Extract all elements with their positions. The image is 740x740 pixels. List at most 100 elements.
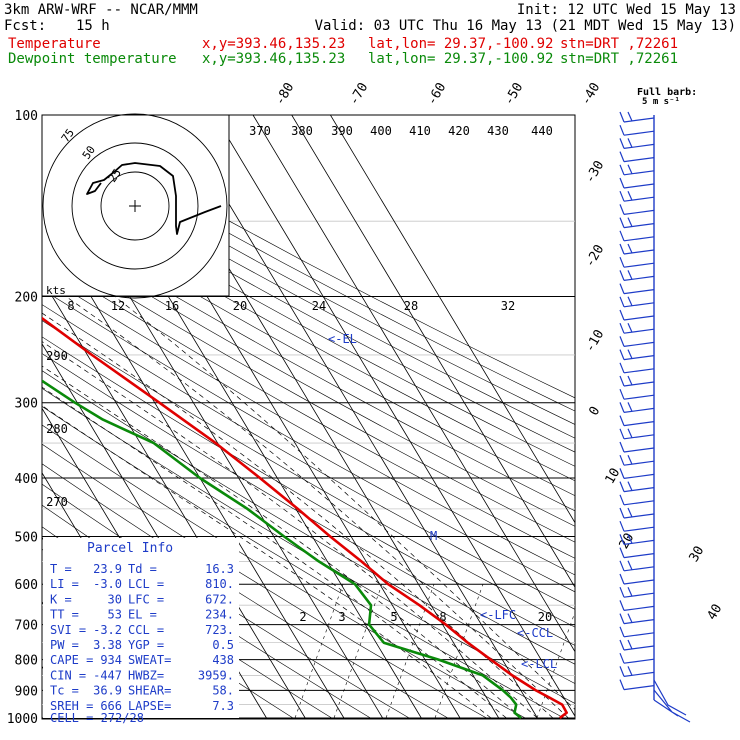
speed-label: 12 [111,299,125,313]
theta-label: 400 [370,124,392,138]
theta-label: 410 [409,124,431,138]
parcel-info-cell: -3.2 [93,623,122,637]
wind-barb [623,236,655,242]
pressure-label-800: 800 [15,654,38,669]
temperature-legend: Temperature [8,36,101,52]
wind-barb-flag [627,217,633,227]
wind-barb [623,447,655,453]
isotherm [291,115,575,588]
wind-barb [623,394,655,400]
wind-barb-flag [619,336,625,347]
isotherm-label: -70 [347,80,372,108]
dry-adiabat [42,273,575,576]
ccl-marker: <-CCL [517,626,553,640]
wind-barb-flag [619,639,625,651]
parcel-info-cell: T = [50,562,72,576]
parcel-info-cell: 438 [212,653,234,667]
pressure-label-400: 400 [15,472,38,487]
parcel-info-cell: LAPSE= [128,699,171,713]
dewpoint-station: stn=DRT ,72261 [560,51,679,67]
wind-barb-flag [619,547,625,558]
wind-barb-flag [619,375,625,387]
wind-barb-flag [619,177,625,189]
wind-barb-flag [619,468,625,479]
parcel-info-cell: 723. [205,623,234,637]
parcel-info-cell: -447 [93,668,122,682]
hodograph-ring-label: 25 [106,166,124,184]
wind-barb-flag [619,151,625,162]
temperature-trace [42,316,569,719]
parcel-info-cell: 666 [100,699,122,713]
moist-adiabat [42,365,523,719]
dewpoint-latlon: lat,lon= 29.37,-100.92 [368,51,554,67]
dry-adiabat [42,229,575,527]
wind-barb [623,645,655,651]
parcel-info-cell: CCL = [128,623,164,637]
theta-label: 280 [46,422,68,436]
parcel-info-cell: 7.3 [212,699,234,713]
wind-barb-flag [627,164,633,175]
wind-barb [623,328,655,334]
theta-label: 390 [331,124,353,138]
wind-barb-flag [619,666,625,677]
wind-barb-flag [627,190,633,201]
parcel-info-cell: 58. [212,684,234,698]
lfc-marker: <-LFC [480,608,516,622]
wind-barb [623,513,655,519]
mixing-ratio-label: 20 [538,610,552,624]
dry-adiabat [42,244,575,543]
wind-barb-flag [619,534,625,545]
speed-label: 8 [67,299,74,313]
pressure-label-1000: 1000 [7,712,38,727]
wind-barb-flag [619,124,625,136]
wind-barb [623,487,655,493]
wind-barb-flag [619,322,625,334]
wind-barb [623,460,655,466]
wind-barb-flag [619,296,625,308]
mixing-ratio-label: 3 [338,610,345,624]
wind-barb-flag [627,534,633,544]
hodograph-ring-label: 75 [59,126,77,144]
parcel-info-cell: SVI = [50,623,86,637]
wind-barb-flag [619,362,625,374]
forecast-hour: 15 h [76,18,110,34]
mixing-ratio-label: 5 [390,610,397,624]
wind-barb [623,302,655,308]
theta-label: 430 [487,124,509,138]
lcl-marker: <-LCL [521,657,557,671]
wind-barb [623,249,655,255]
wind-barb-flag [619,626,625,638]
wind-barb [623,170,655,176]
mixing-ratio-line [434,584,484,719]
wind-barb-flag [627,666,633,676]
wind-barb-flag [627,349,633,359]
wind-barb-flag [619,586,625,598]
wind-barb-flag [619,679,625,690]
temperature-station: stn=DRT ,72261 [560,36,679,52]
parcel-info-cell: CAPE = [50,653,93,667]
el-marker: <-EL [328,332,357,346]
dry-adiabat [42,216,575,512]
isotherm-label: 10 [603,466,624,487]
wind-barb-flag [619,494,625,506]
wind-barb [623,526,655,532]
pressure-label-300: 300 [15,397,38,412]
parcel-info-cell: SREH = [50,699,93,713]
isotherm [213,115,575,717]
parcel-info-cell: 23.9 [93,562,122,576]
wind-barb [623,605,655,611]
parcel-info-cell: 30 [108,592,122,606]
parcel-info-cell: 3959. [198,668,234,682]
temperature-xy: x,y=393.46,135.23 [202,36,346,52]
wind-barb-flag [619,428,625,440]
isotherm [175,115,538,719]
parcel-info-panel: Parcel Info T = 23.9 Td = 16.3 LI = -3.0 LCL =… [43,538,239,725]
wind-barb-flag [619,520,625,532]
wind-barb-flag [627,507,633,518]
isotherm-label: 30 [687,544,708,565]
pressure-label-500: 500 [15,530,38,545]
speed-label: 20 [233,299,247,313]
parcel-info-cell: 16.3 [205,562,234,576]
parcel-info-cell: 0.5 [212,638,234,652]
valid-time: Valid: 03 UTC Thu 16 May 13 (21 MDT Wed … [314,18,736,34]
